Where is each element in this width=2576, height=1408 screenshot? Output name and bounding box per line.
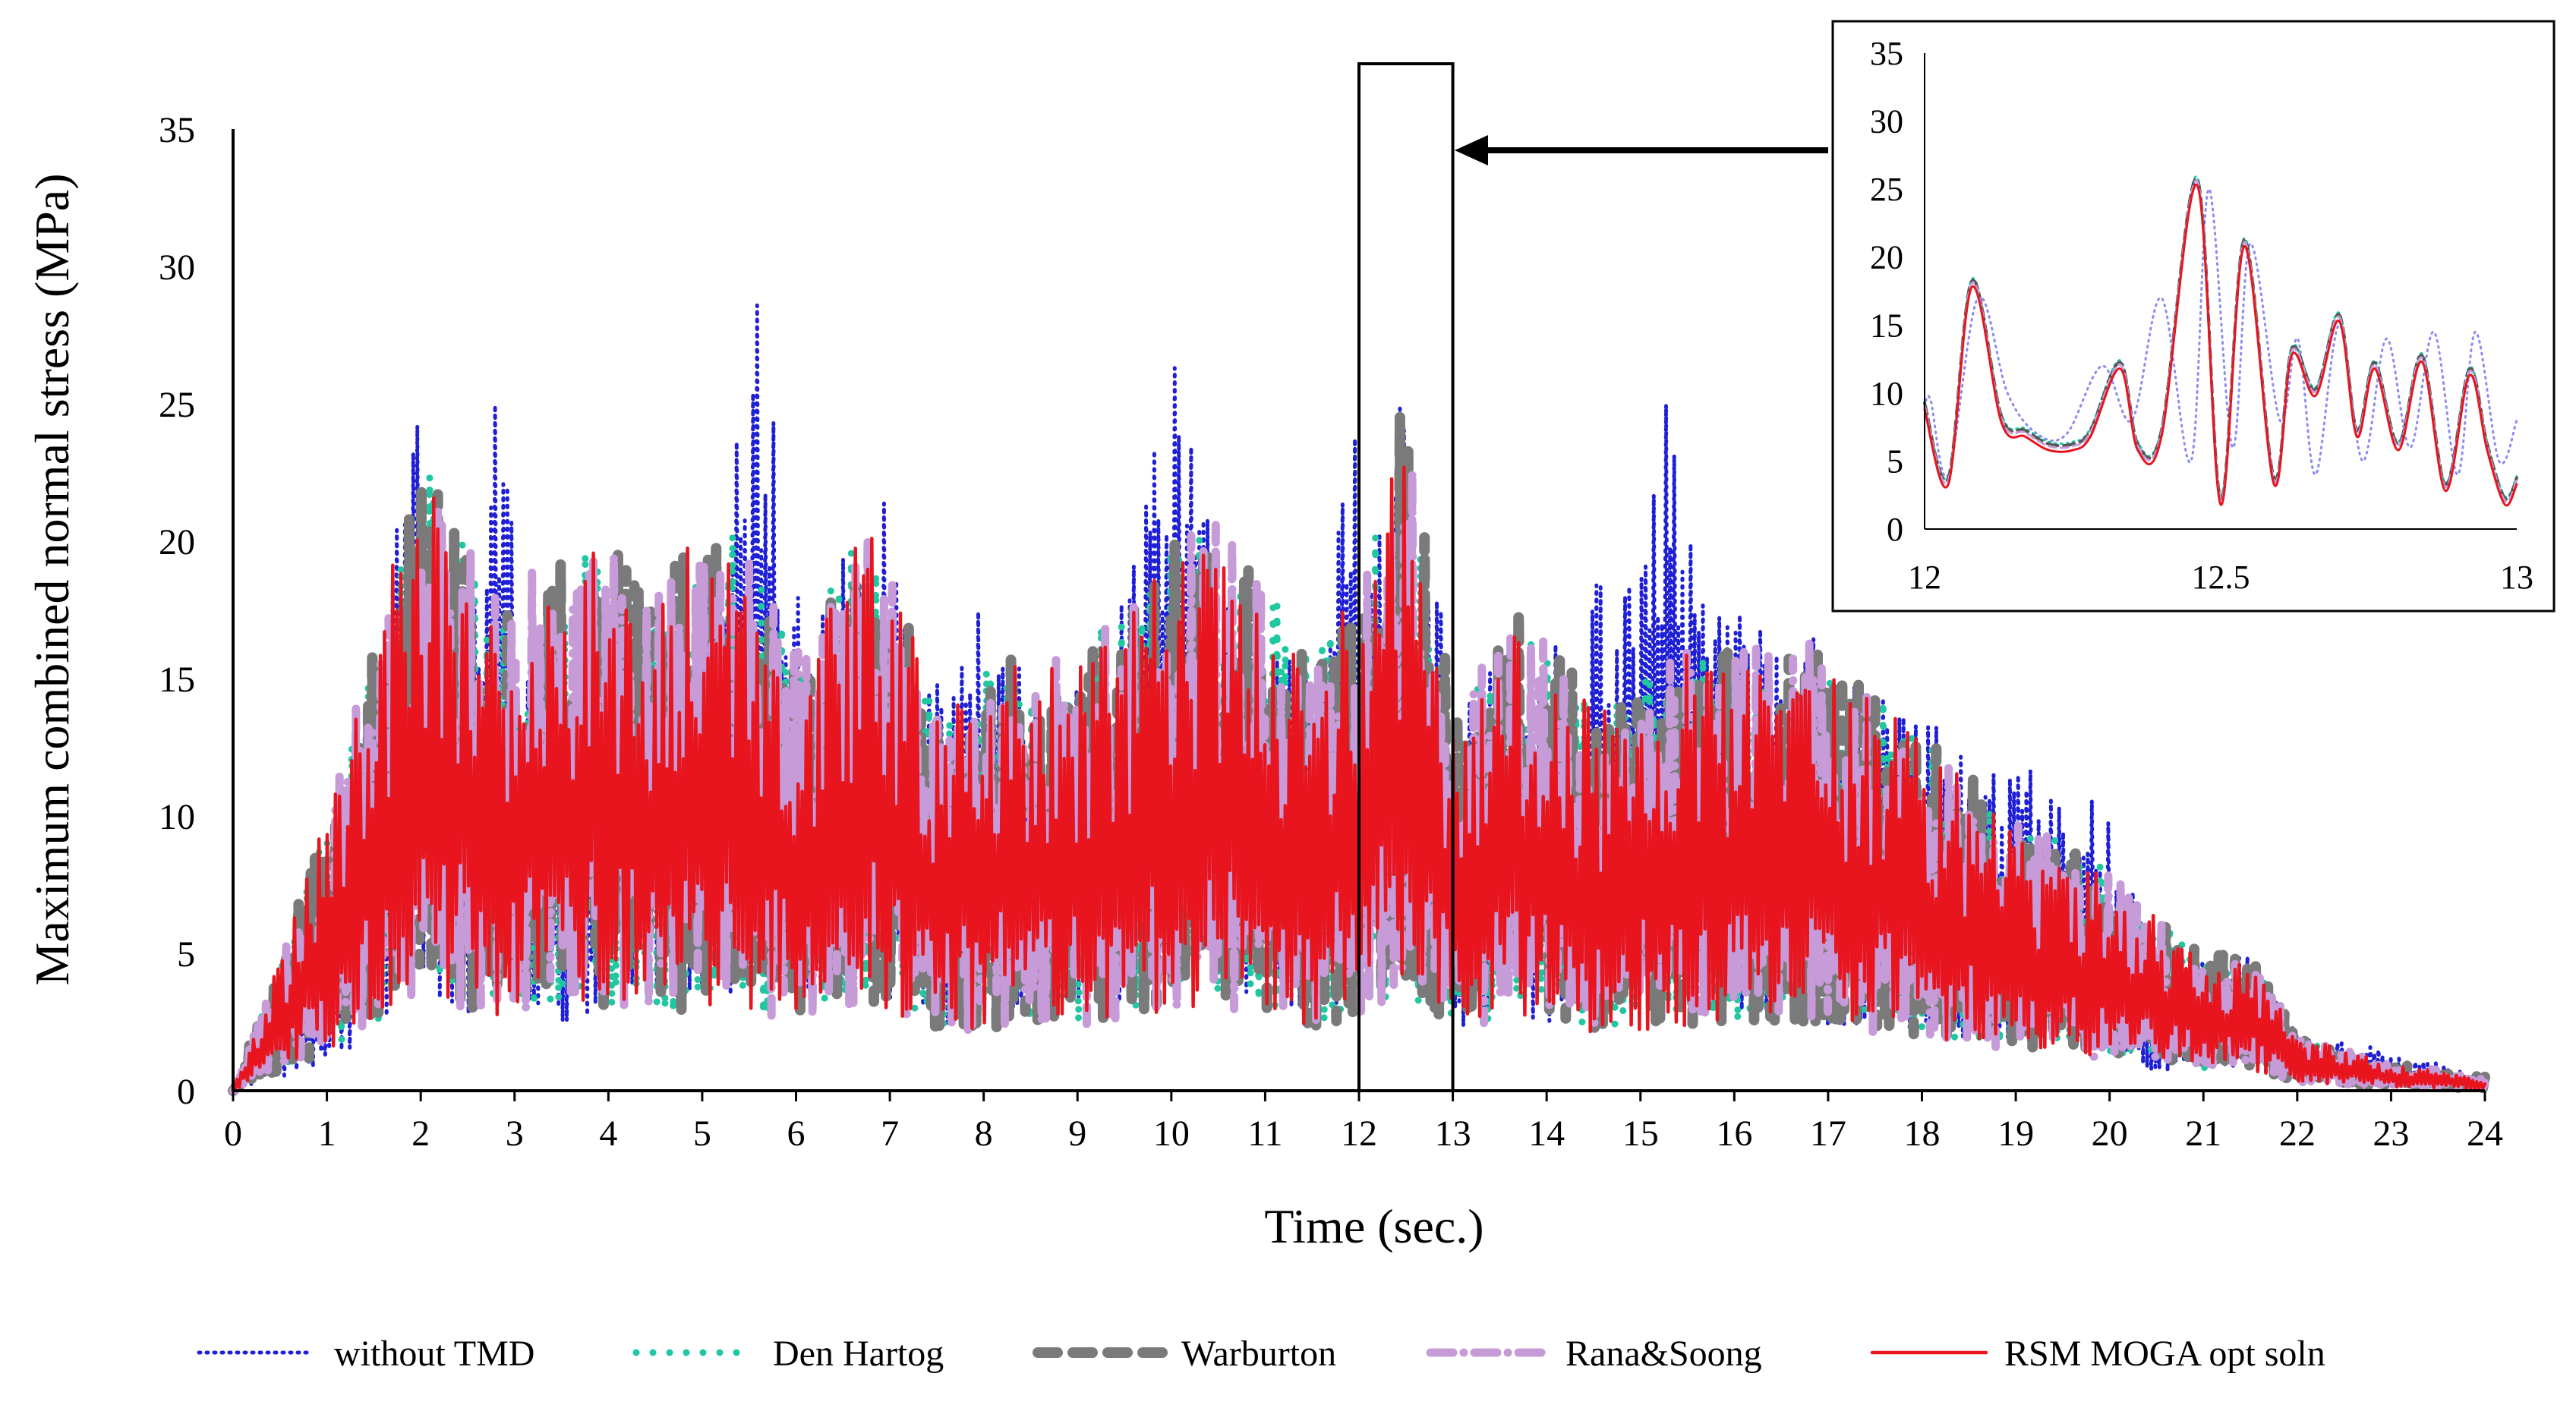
main-x-tick-label: 13 — [1435, 1113, 1471, 1154]
main-x-tick-label: 24 — [2467, 1113, 2503, 1154]
main-x-tick-label: 9 — [1068, 1113, 1086, 1154]
inset-y-tick-labels: 0 5 10 15 20 25 30 35 — [1870, 35, 1903, 548]
inset-y-tick-label: 15 — [1870, 307, 1903, 344]
x-axis-title: Time (sec.) — [1264, 1199, 1483, 1253]
inset-frame — [1831, 20, 2556, 613]
legend-label: RSM MOGA opt soln — [2004, 1334, 2325, 1374]
main-x-tick-label: 15 — [1622, 1113, 1659, 1154]
main-y-tick-label: 10 — [159, 797, 195, 837]
inset-plot: 12 12.5 13 0 5 10 15 20 25 30 35 — [1831, 20, 2556, 613]
inset-axes — [1924, 53, 2517, 530]
main-x-tick-label: 12 — [1341, 1113, 1377, 1154]
main-x-tick-label: 16 — [1716, 1113, 1752, 1154]
inset-x-tick-label: 12.5 — [2192, 559, 2250, 596]
main-y-tick-label: 35 — [159, 110, 195, 150]
main-x-tick-label: 7 — [881, 1113, 899, 1154]
main-y-tick-label: 25 — [159, 385, 195, 425]
inset-y-tick-label: 35 — [1870, 35, 1903, 72]
main-x-tick-label: 1 — [318, 1113, 336, 1154]
main-x-tick-label: 17 — [1810, 1113, 1846, 1154]
main-x-tick-label: 20 — [2092, 1113, 2128, 1154]
legend-label: without TMD — [334, 1334, 534, 1374]
inset-x-tick-label: 12 — [1908, 559, 1941, 596]
main-x-tick-label: 0 — [224, 1113, 242, 1154]
main-x-tick-labels: 0 1 2 3 4 5 6 7 8 9 10 11 12 13 14 15 16 17 18 19 20 21 22 23 24 — [224, 1091, 2503, 1154]
main-y-tick-label: 15 — [159, 660, 195, 700]
main-y-tick-label: 0 — [177, 1072, 195, 1112]
inset-y-tick-label: 30 — [1870, 103, 1903, 140]
main-y-tick-label: 5 — [177, 934, 195, 975]
main-x-tick-label: 11 — [1247, 1113, 1282, 1154]
inset-y-tick-label: 20 — [1870, 239, 1903, 276]
main-y-tick-label: 20 — [159, 522, 195, 562]
inset-series-group — [1923, 175, 2518, 507]
main-x-tick-label: 22 — [2279, 1113, 2316, 1154]
inset-x-tick-labels: 12 12.5 13 — [1908, 559, 2533, 596]
main-y-tick-labels: 0 5 10 15 20 25 30 35 — [159, 110, 195, 1112]
main-x-tick-label: 3 — [506, 1113, 524, 1154]
main-x-tick-label: 6 — [787, 1113, 806, 1154]
legend-label: Rana&Soong — [1565, 1334, 1762, 1374]
inset-y-tick-label: 10 — [1870, 375, 1903, 412]
inset-y-tick-label: 5 — [1887, 443, 1903, 480]
main-x-tick-label: 4 — [599, 1113, 617, 1154]
inset-x-tick-label: 13 — [2500, 559, 2533, 596]
main-x-tick-label: 10 — [1153, 1113, 1190, 1154]
main-y-tick-label: 30 — [159, 247, 195, 288]
main-x-tick-label: 2 — [411, 1113, 430, 1154]
legend: without TMD Den Hartog Warburton Rana&Soong… — [197, 1334, 2325, 1374]
main-x-tick-label: 14 — [1528, 1113, 1565, 1154]
inset-y-tick-label: 25 — [1870, 171, 1903, 208]
zoom-arrow — [1455, 135, 1828, 165]
main-x-tick-label: 18 — [1904, 1113, 1941, 1154]
inset-line-without-tmd — [1923, 187, 2518, 478]
y-axis-title: Maximum combined normal stress (MPa) — [25, 173, 79, 985]
inset-line-rsm-moga — [1923, 184, 2518, 507]
main-x-tick-label: 23 — [2373, 1113, 2409, 1154]
main-x-tick-label: 21 — [2185, 1113, 2221, 1154]
legend-label: Warburton — [1181, 1334, 1336, 1374]
main-x-tick-label: 5 — [693, 1113, 711, 1154]
main-x-tick-label: 19 — [1997, 1113, 2034, 1154]
main-x-tick-label: 8 — [975, 1113, 993, 1154]
highlight-window-box — [1357, 62, 1455, 1092]
legend-label: Den Hartog — [773, 1334, 944, 1374]
main-plot: 0 1 2 3 4 5 6 7 8 9 10 11 12 13 14 15 16 17 18 19 20 21 22 23 24… — [25, 62, 2503, 1253]
inset-y-tick-label: 0 — [1887, 511, 1903, 548]
